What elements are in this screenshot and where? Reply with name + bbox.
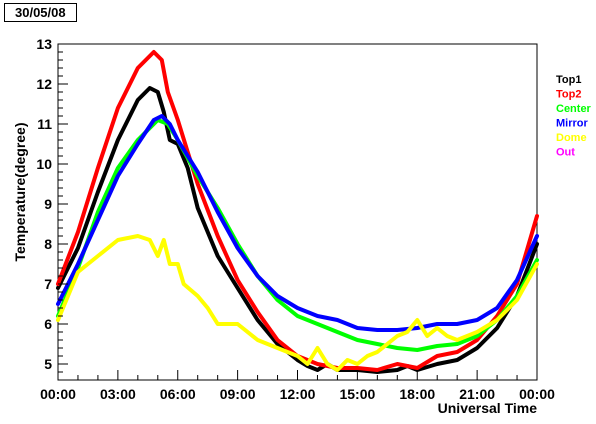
legend-item-dome: Dome (556, 132, 587, 144)
y-tick-label: 6 (44, 316, 52, 332)
legend-item-mirror: Mirror (556, 118, 589, 130)
series-line-mirror (56, 114, 539, 332)
x-tick-label: 00:00 (519, 386, 555, 402)
plot-frame (57, 43, 538, 381)
x-axis: 00:00 03:00 06:00 09:00 12:00 15:00 18:00 21:00… (40, 370, 555, 402)
series-layer (56, 50, 539, 374)
y-tick-label: 12 (36, 76, 52, 92)
y-axis-title: Temperature(degree) (12, 122, 28, 261)
y-tick-label: 10 (36, 156, 52, 172)
y-tick-label: 13 (36, 36, 52, 52)
y-tick-label: 8 (44, 236, 52, 252)
x-tick-label: 15:00 (339, 386, 375, 402)
y-axis: 5 6 7 8 9 10 11 12 13 (36, 36, 68, 381)
date-label: 30/05/08 (4, 3, 77, 22)
y-tick-label: 9 (44, 196, 52, 212)
y-tick-label: 7 (44, 276, 52, 292)
x-tick-label: 03:00 (100, 386, 136, 402)
x-tick-label: 12:00 (280, 386, 316, 402)
series-line-top2 (56, 50, 539, 372)
x-tick-label: 00:00 (40, 386, 76, 402)
legend-item-top2: Top2 (556, 89, 581, 101)
y-tick-label: 11 (37, 116, 52, 132)
y-tick-label: 5 (44, 356, 52, 372)
x-tick-label: 18:00 (399, 386, 435, 402)
series-line-dome (56, 234, 539, 372)
legend-item-top1: Top1 (556, 74, 581, 86)
x-tick-label: 09:00 (220, 386, 256, 402)
legend-item-center: Center (556, 103, 592, 115)
x-tick-label: 06:00 (160, 386, 196, 402)
legend: Top1 Top2 Center Mirror Dome Out (556, 74, 592, 159)
x-axis-title: Universal Time (438, 400, 538, 416)
legend-item-out: Out (556, 147, 575, 159)
x-tick-label: 21:00 (459, 386, 495, 402)
